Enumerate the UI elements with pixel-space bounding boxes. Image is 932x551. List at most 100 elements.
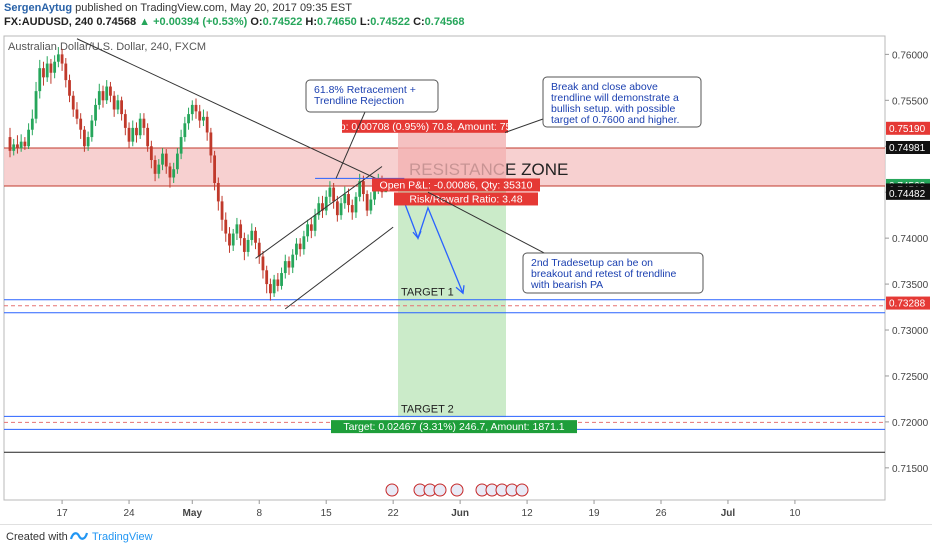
x-tick-label: 19 [588, 508, 600, 519]
candle-body [317, 203, 321, 216]
note-breakout-line: target of 0.7600 and higher. [551, 114, 679, 126]
price-chart[interactable]: Australian Dollar/U.S. Dollar, 240, FXCM… [0, 34, 932, 524]
candle-body [254, 230, 257, 243]
candle-body [94, 104, 97, 121]
candle-body [116, 100, 120, 110]
note-breakout-line: bullish setup. with possible [551, 103, 675, 115]
open-pnl-label: Open P&L: -0.00086, Qty: 35310 [380, 179, 533, 191]
candle-body [228, 233, 231, 246]
low-value: 0.74522 [370, 16, 410, 28]
note-breakout-line: Break and close above [551, 81, 658, 93]
y-tick-label: 0.72000 [892, 418, 929, 429]
candle-body [112, 95, 116, 110]
candle-body [242, 238, 246, 252]
candle-body [328, 187, 332, 197]
candle-body [350, 205, 354, 213]
profit-target-zone [398, 190, 506, 418]
candle-body [179, 137, 183, 154]
candle-body [235, 224, 239, 234]
target1-label: TARGET 1 [401, 287, 454, 299]
candle-body [123, 114, 127, 128]
author-link[interactable]: SergenAytug [4, 2, 73, 14]
candle-body [358, 181, 362, 197]
candle-body [216, 183, 220, 202]
symbol-name[interactable]: FX:AUDUSD, 240 [4, 16, 94, 28]
candle-body [45, 63, 49, 78]
candle-body [79, 118, 83, 130]
projected-path [403, 201, 464, 294]
candle-body [231, 233, 235, 246]
candle-body [183, 123, 187, 138]
note-second-setup-line: breakout and retest of trendline [531, 268, 677, 280]
candle-body [194, 104, 198, 112]
candle-body [291, 254, 295, 268]
note-second-setup-line: with bearish PA [530, 279, 603, 291]
target2-label: TARGET 2 [401, 403, 454, 415]
chart-header: SergenAytug published on TradingView.com… [0, 0, 932, 34]
low-label: L: [359, 16, 371, 28]
y-tick-label: 0.73500 [892, 280, 929, 291]
candle-body [131, 127, 135, 142]
last-price: 0.74568 [96, 16, 137, 28]
created-with-text: Created with [6, 531, 68, 543]
price-tag-bg [886, 141, 930, 155]
candle-body [313, 215, 317, 231]
note-second-setup-box [522, 252, 704, 294]
open-value: 0.74522 [262, 16, 303, 28]
channel-lower-line [284, 226, 394, 310]
economic-event-icon[interactable] [433, 483, 447, 497]
candle-body [64, 63, 68, 81]
candle-body [157, 164, 161, 174]
candle-body [176, 153, 179, 170]
descending-trendline [76, 38, 386, 184]
note-breakout-box [542, 76, 702, 128]
candle-body [369, 199, 373, 211]
tradingview-brand[interactable]: TradingView [92, 531, 153, 543]
stop-label: Stop: 0.00708 (0.95%) 70.8, Amount: 750.… [324, 121, 526, 133]
x-tick-label: 24 [123, 508, 135, 519]
candle-body [224, 219, 228, 234]
target-label: Target: 0.02467 (3.31%) 246.7, Amount: 1… [343, 421, 564, 433]
candle-body [269, 284, 272, 294]
x-tick-label: 8 [256, 508, 262, 519]
price-tag-bg [886, 296, 930, 310]
x-tick-label: Jul [721, 508, 736, 519]
candle-body [38, 68, 42, 92]
x-tick-label: 12 [522, 508, 534, 519]
candle-body [23, 141, 27, 147]
candle-body [168, 166, 172, 178]
chart-area[interactable]: Australian Dollar/U.S. Dollar, 240, FXCM… [0, 34, 932, 524]
candle-body [153, 160, 157, 174]
note-retracement-line: 61.8% Retracement + [314, 84, 416, 96]
candle-body [12, 144, 16, 151]
candle-body [306, 224, 309, 237]
candle-body [205, 116, 209, 133]
candle-body [283, 261, 287, 274]
risk-reward-label: Risk/Reward Ratio: 3.48 [409, 193, 522, 205]
candle-body [365, 194, 369, 211]
y-tick-label: 0.71500 [892, 464, 929, 475]
economic-event-icon[interactable] [450, 483, 464, 497]
note-retracement-box [305, 79, 439, 113]
candle-body [75, 109, 79, 119]
risk-reward-label-bg [394, 192, 538, 206]
candle-body [190, 104, 194, 115]
economic-event-icon[interactable] [515, 483, 529, 497]
candle-body [276, 279, 280, 286]
candle-body [8, 137, 12, 151]
note-retracement-line: Trendline Rejection [314, 95, 404, 107]
economic-event-icon[interactable] [385, 483, 399, 497]
footer: Created with TradingView [0, 524, 932, 551]
candle-body [42, 68, 45, 78]
high-value: 0.74650 [317, 16, 357, 28]
candle-body [27, 129, 30, 147]
x-tick-label: 26 [655, 508, 667, 519]
candle-body [265, 270, 269, 285]
candle-body [362, 181, 365, 195]
candle-body [60, 54, 64, 64]
candle-body [250, 230, 254, 240]
tradingview-logo-icon [70, 532, 88, 540]
candle-body [220, 201, 224, 220]
x-tick-label: Jun [451, 508, 469, 519]
candle-body [332, 187, 336, 202]
